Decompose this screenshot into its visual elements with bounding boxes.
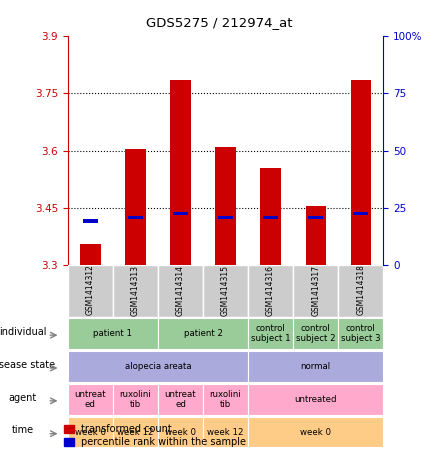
Text: control
subject 1: control subject 1	[251, 324, 290, 343]
Bar	[83, 219, 98, 223]
Bar	[68, 318, 158, 349]
Bar	[263, 216, 278, 219]
Text: week 0: week 0	[300, 428, 331, 437]
Bar	[113, 417, 158, 448]
Bar	[113, 265, 158, 317]
Text: agent: agent	[9, 393, 37, 403]
Bar	[248, 384, 383, 414]
Bar	[215, 147, 236, 265]
Bar	[68, 265, 113, 317]
Bar	[203, 384, 248, 414]
Bar	[125, 149, 145, 265]
Text: GSM1414315: GSM1414315	[221, 265, 230, 315]
Bar	[248, 265, 293, 317]
Text: normal: normal	[300, 362, 331, 371]
Text: week 0: week 0	[165, 428, 196, 437]
Bar	[293, 265, 338, 317]
Bar	[113, 384, 158, 414]
Bar	[338, 318, 383, 349]
Bar	[80, 244, 101, 265]
Bar	[203, 417, 248, 448]
Text: patient 2: patient 2	[184, 329, 223, 338]
Text: untreated: untreated	[294, 395, 337, 404]
Bar	[128, 216, 143, 219]
Bar	[218, 216, 233, 219]
Text: GSM1414314: GSM1414314	[176, 265, 185, 315]
Text: untreat
ed: untreat ed	[165, 390, 196, 409]
Text: disease state: disease state	[0, 360, 56, 370]
Bar	[353, 212, 368, 215]
Legend: transformed count, percentile rank within the sample: transformed count, percentile rank withi…	[64, 424, 247, 447]
Text: control
subject 2: control subject 2	[296, 324, 336, 343]
Bar	[248, 318, 293, 349]
Text: week 12: week 12	[117, 428, 154, 437]
Text: GSM1414312: GSM1414312	[86, 265, 95, 315]
Text: week 0: week 0	[75, 428, 106, 437]
Bar	[158, 265, 203, 317]
Text: week 12: week 12	[207, 428, 244, 437]
Bar	[248, 417, 383, 448]
Text: GDS5275 / 212974_at: GDS5275 / 212974_at	[146, 16, 292, 29]
Text: GSM1414318: GSM1414318	[356, 265, 365, 315]
Bar	[306, 206, 326, 265]
Bar	[293, 318, 338, 349]
Bar	[308, 216, 323, 219]
Text: time: time	[12, 425, 34, 435]
Bar	[350, 80, 371, 265]
Bar	[173, 212, 188, 215]
Bar	[68, 417, 113, 448]
Bar	[158, 384, 203, 414]
Bar	[68, 384, 113, 414]
Text: GSM1414317: GSM1414317	[311, 265, 320, 315]
Bar	[170, 80, 191, 265]
Bar	[261, 168, 281, 265]
Bar	[158, 318, 248, 349]
Text: untreat
ed: untreat ed	[74, 390, 106, 409]
Text: ruxolini
tib: ruxolini tib	[120, 390, 152, 409]
Text: alopecia areata: alopecia areata	[125, 362, 191, 371]
Bar	[248, 351, 383, 382]
Text: GSM1414313: GSM1414313	[131, 265, 140, 315]
Text: patient 1: patient 1	[93, 329, 132, 338]
Text: ruxolini
tib: ruxolini tib	[210, 390, 241, 409]
Bar	[158, 417, 203, 448]
Bar	[68, 351, 248, 382]
Text: GSM1414316: GSM1414316	[266, 265, 275, 315]
Bar	[338, 265, 383, 317]
Text: control
subject 3: control subject 3	[341, 324, 381, 343]
Bar	[203, 265, 248, 317]
Text: individual: individual	[0, 327, 47, 337]
